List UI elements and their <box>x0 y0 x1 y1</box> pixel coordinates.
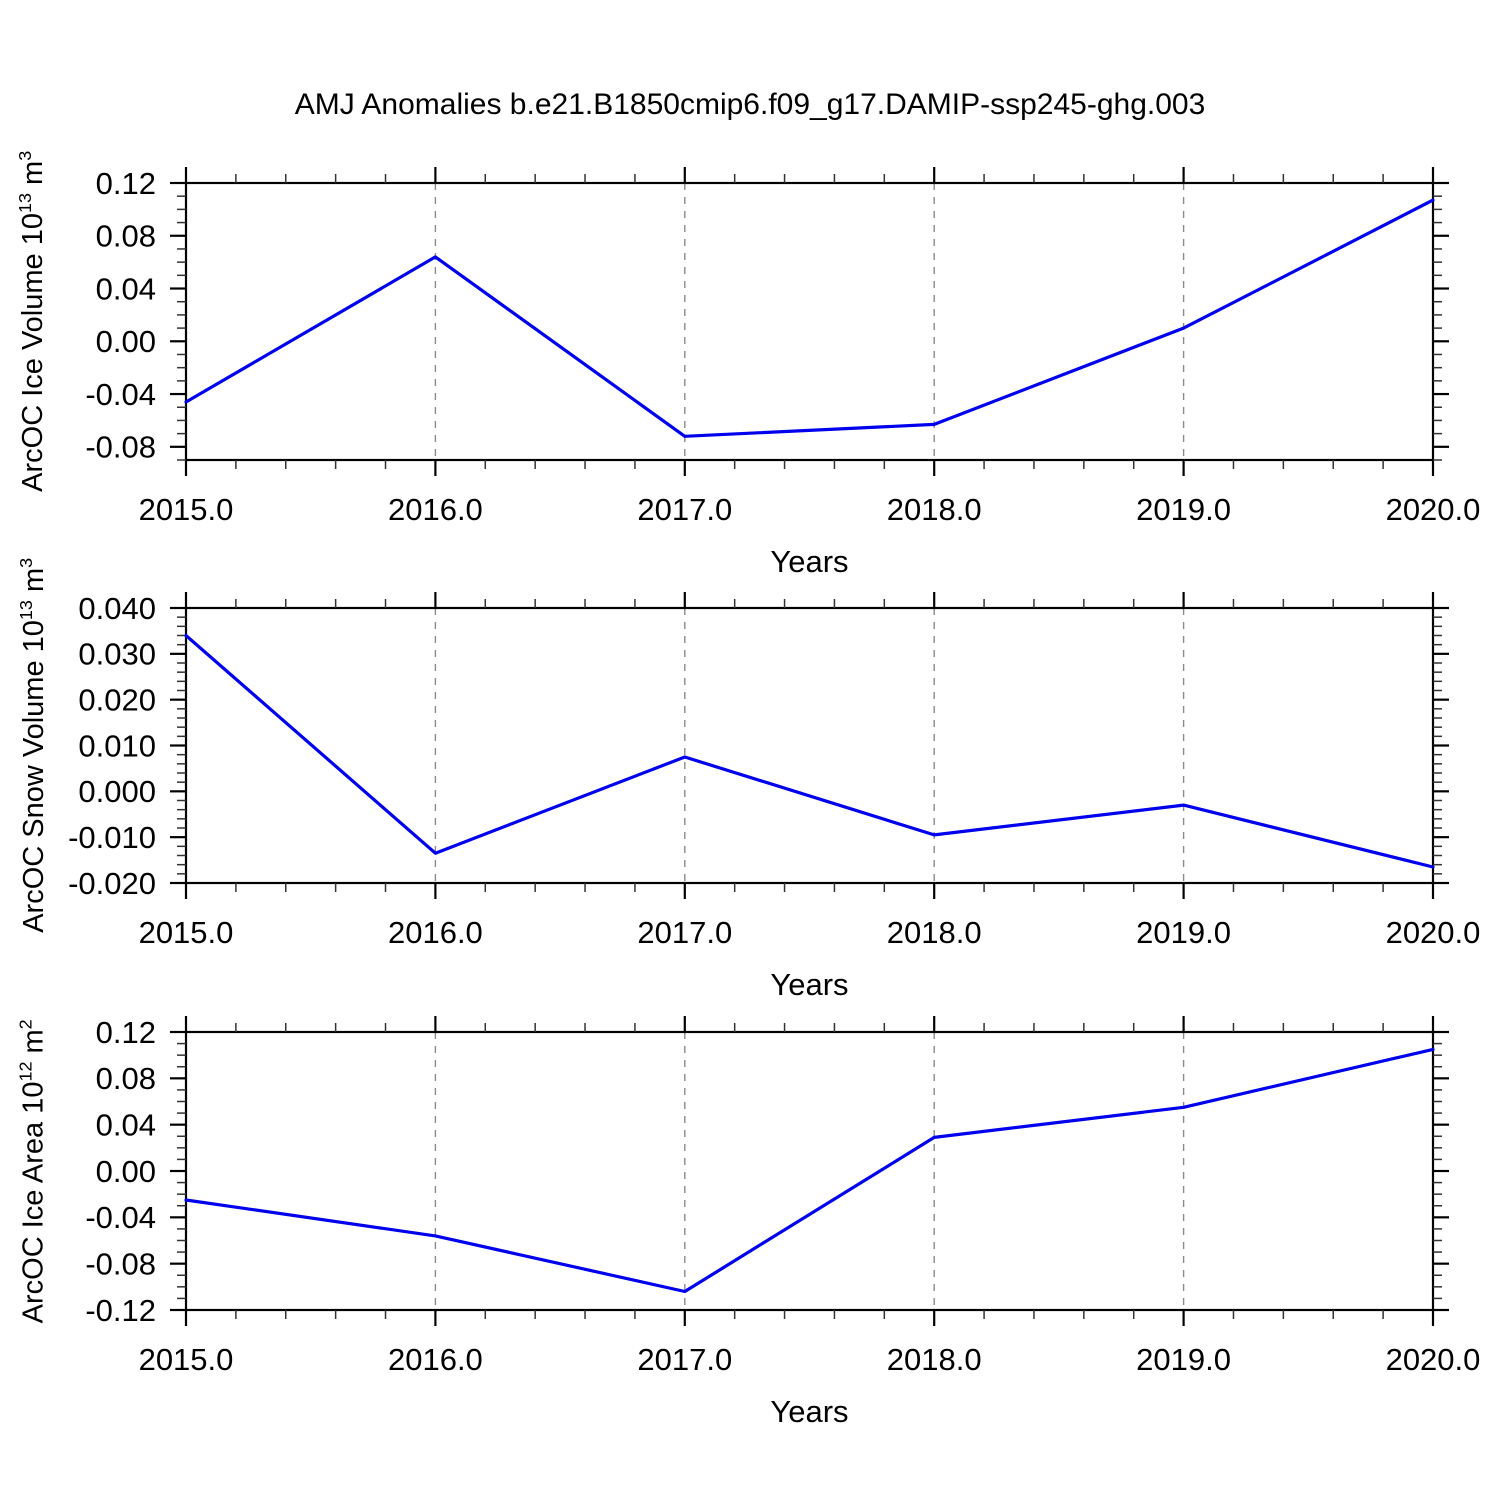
x-tick-label: 2018.0 <box>887 1342 982 1377</box>
x-tick-label: 2020.0 <box>1386 1342 1481 1377</box>
y-tick-label: -0.08 <box>85 430 156 465</box>
x-tick-label: 2016.0 <box>388 1342 483 1377</box>
y-tick-label: -0.04 <box>85 377 156 412</box>
data-line <box>184 198 1435 438</box>
x-tick-label: 2020.0 <box>1386 915 1481 950</box>
y-tick-label: 0.12 <box>96 166 156 201</box>
x-tick-label: 2018.0 <box>887 492 982 527</box>
x-tick-label: 2017.0 <box>637 492 732 527</box>
y-tick-label: 0.020 <box>78 683 156 718</box>
x-tick-label: 2015.0 <box>139 492 234 527</box>
y-tick-label: 0.08 <box>96 219 156 254</box>
x-axis-title: Years <box>770 967 848 1002</box>
x-tick-label: 2019.0 <box>1136 915 1231 950</box>
x-tick-label: 2019.0 <box>1136 492 1231 527</box>
x-tick-label: 2020.0 <box>1386 492 1481 527</box>
x-axis-title: Years <box>770 1394 848 1429</box>
y-tick-label: -0.12 <box>85 1293 156 1328</box>
x-tick-label: 2015.0 <box>139 915 234 950</box>
snow-volume-line-chart: 2015.0 2016.0 2017.0 2018.0 2019.0 2020.0 0.04… <box>68 591 1481 1002</box>
y-tick-label: 0.010 <box>78 728 156 763</box>
x-tick-label: 2017.0 <box>637 915 732 950</box>
plot-frame <box>184 1030 1435 1312</box>
x-tick-label: 2016.0 <box>388 492 483 527</box>
plot-frame <box>184 181 1435 462</box>
y-tick-label: 0.030 <box>78 637 156 672</box>
y-tick-label: 0.12 <box>96 1015 156 1050</box>
y-tick-label: 0.040 <box>78 591 156 626</box>
y-tick-label: 0.00 <box>96 324 156 359</box>
y-tick-label: -0.04 <box>85 1200 156 1235</box>
data-line <box>184 633 1435 869</box>
y-tick-label: 0.04 <box>96 1108 156 1143</box>
y-tick-label: 0.000 <box>78 774 156 809</box>
y-tick-label: -0.08 <box>85 1247 156 1282</box>
y-tick-label: 0.00 <box>96 1154 156 1189</box>
y-tick-label: 0.08 <box>96 1061 156 1096</box>
y-tick-label: 0.04 <box>96 271 156 306</box>
x-tick-label: 2018.0 <box>887 915 982 950</box>
y-tick-label: -0.020 <box>68 866 156 901</box>
data-line <box>184 1047 1435 1294</box>
y-tick-label: -0.010 <box>68 820 156 855</box>
x-tick-label: 2015.0 <box>139 1342 234 1377</box>
x-tick-label: 2017.0 <box>637 1342 732 1377</box>
figure-title: AMJ Anomalies b.e21.B1850cmip6.f09_g17.D… <box>294 88 1206 121</box>
ice-volume-line-chart: 2015.0 2016.0 2017.0 2018.0 2019.0 2020.0 0.12… <box>85 166 1481 579</box>
plot-frame <box>184 606 1435 885</box>
x-tick-label: 2019.0 <box>1136 1342 1231 1377</box>
ice-area-line-chart: 2015.0 2016.0 2017.0 2018.0 2019.0 2020.0 0.12… <box>85 1015 1481 1429</box>
x-axis-title: Years <box>770 544 848 579</box>
x-tick-label: 2016.0 <box>388 915 483 950</box>
